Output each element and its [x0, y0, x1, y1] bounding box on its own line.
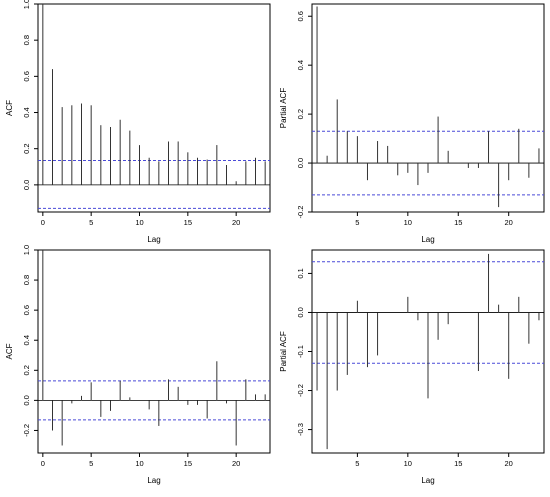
y-axis-label: Partial ACF	[279, 88, 288, 129]
x-axis-label: Lag	[421, 476, 434, 485]
y-tick-label: 1.0	[22, 0, 31, 9]
x-tick-label: 10	[404, 218, 412, 227]
y-tick-label: 0.8	[22, 275, 31, 285]
x-axis-label: Lag	[147, 235, 160, 244]
x-tick-label: 0	[41, 218, 45, 227]
y-tick-label: 0.6	[22, 305, 31, 315]
y-tick-label: -0.1	[296, 345, 305, 358]
y-tick-label: 0.2	[296, 109, 305, 119]
y-axis-label: Partial ACF	[279, 331, 288, 372]
x-tick-label: 10	[404, 459, 412, 468]
y-tick-label: 0.6	[296, 11, 305, 21]
x-tick-label: 15	[184, 459, 192, 468]
y-tick-label: 0.0	[22, 180, 31, 190]
x-axis-label: Lag	[147, 476, 160, 485]
y-tick-label: 0.4	[296, 60, 305, 70]
y-tick-label: 0.0	[296, 158, 305, 168]
x-tick-label: 20	[505, 459, 513, 468]
x-tick-label: 5	[89, 459, 93, 468]
plot-frame	[37, 3, 271, 213]
x-axis-label: Lag	[421, 235, 434, 244]
x-tick-label: 20	[232, 218, 240, 227]
x-tick-label: 15	[454, 459, 462, 468]
y-tick-label: 0.4	[22, 335, 31, 345]
pacf-panel-top-right: 5 10 15 20 -0.2 0.0 0.2 0.4 0.6 Lag Partial ACF	[279, 3, 545, 244]
x-tick-label: 20	[232, 459, 240, 468]
y-tick-label: 0.2	[22, 365, 31, 375]
x-tick-label: 5	[355, 218, 359, 227]
x-tick-label: 15	[454, 218, 462, 227]
acf-panel-top-left: 0 5 10 15 20 0.0 0.2 0.4 0.6 0.8 1.0 Lag ACF	[5, 0, 271, 244]
y-axis-label: ACF	[5, 100, 14, 116]
y-tick-label: -0.2	[22, 424, 31, 437]
y-tick-label: 0.6	[22, 71, 31, 81]
y-axis-label: ACF	[5, 343, 14, 359]
y-tick-label: 0.2	[22, 143, 31, 153]
x-tick-label: 5	[89, 218, 93, 227]
y-tick-label: 0.1	[296, 268, 305, 278]
x-tick-label: 5	[355, 459, 359, 468]
y-tick-label: -0.2	[296, 384, 305, 397]
y-tick-label: -0.3	[296, 423, 305, 436]
y-tick-label: 0.8	[22, 35, 31, 45]
x-tick-label: 15	[184, 218, 192, 227]
acf-panel-bottom-left: 0 5 10 15 20 -0.2 0.0 0.2 0.4 0.6 0.8 1.0 Lag ACF	[5, 245, 271, 485]
x-tick-label: 10	[135, 459, 143, 468]
x-tick-label: 10	[135, 218, 143, 227]
y-tick-label: 0.0	[296, 307, 305, 317]
x-tick-label: 0	[41, 459, 45, 468]
plot-frame	[37, 249, 271, 454]
plot-frame	[311, 3, 545, 213]
y-tick-label: 0.0	[22, 395, 31, 405]
y-tick-label: -0.2	[296, 206, 305, 219]
y-tick-label: 0.4	[22, 107, 31, 117]
pacf-panel-bottom-right: 5 10 15 20 -0.3 -0.2 -0.1 0.0 0.1 Lag Partial ACF	[279, 249, 545, 485]
y-tick-label: 1.0	[22, 245, 31, 255]
x-tick-label: 20	[505, 218, 513, 227]
